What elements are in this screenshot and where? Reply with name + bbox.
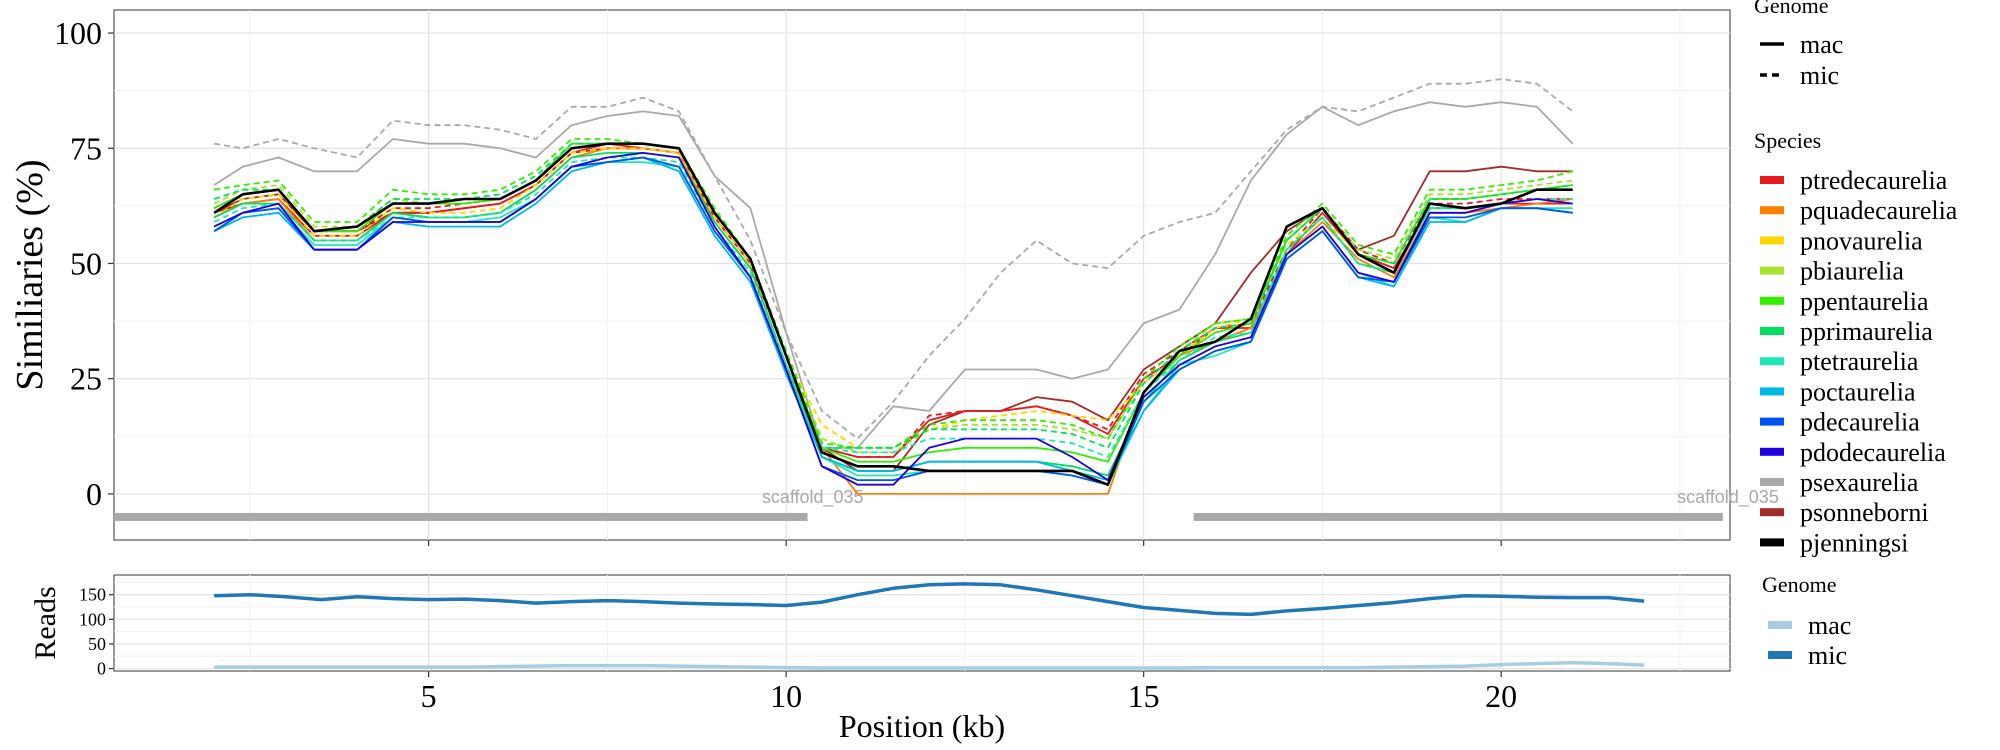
reads-legend-title: Genome <box>1762 572 1837 597</box>
legend-label-pquadecaurelia: pquadecaurelia <box>1800 196 1958 225</box>
legend-label-poctaurelia: poctaurelia <box>1800 377 1916 406</box>
scaffold-label: scaffold_035 <box>762 487 864 508</box>
series-line-pnovaurelia-mic <box>213 147 1573 449</box>
similarity-panel-border <box>113 9 1731 541</box>
legend-swatch-psexaurelia <box>1760 478 1784 486</box>
reads-line-mac <box>214 660 1645 670</box>
y-tick-label: 0 <box>86 476 102 512</box>
y-tick-label: 75 <box>70 130 102 166</box>
legend-mac-label: mac <box>1800 30 1843 59</box>
series-line-ppentaurelia-mic <box>213 138 1573 449</box>
scaffold-bar <box>1193 512 1723 521</box>
legend-label-pjenningsi: pjenningsi <box>1800 528 1908 557</box>
reads-legend-label-mac: mac <box>1808 611 1851 640</box>
series-line-pjenningsi-mac <box>213 142 1573 486</box>
scaffold-bar <box>114 512 808 521</box>
reads-panel-border <box>113 574 1731 672</box>
reads-panel: 0 50 100 150 5 10 15 20 Reads Position (kb) <box>29 574 1731 744</box>
legend-swatch-pnovaurelia <box>1760 236 1784 245</box>
legend-swatch-pquadecaurelia <box>1760 206 1784 215</box>
legend-label-pdecaurelia: pdecaurelia <box>1800 408 1920 437</box>
legend-swatch-poctaurelia <box>1760 387 1784 396</box>
x-tick-label: 5 <box>421 678 437 714</box>
legend-swatch-psonneborni <box>1760 508 1784 517</box>
x-tick-label: 15 <box>1128 678 1160 714</box>
legend-label-ptetraurelia: ptetraurelia <box>1800 347 1919 376</box>
legend-mic-label: mic <box>1800 61 1839 90</box>
series-line-pdodecaurelia-mac <box>213 152 1573 486</box>
legend-swatch-ptredecaurelia <box>1760 176 1784 184</box>
y-tick-label: 100 <box>79 609 106 629</box>
similarity-axis-ticks: 0 25 50 75 100 <box>54 15 1502 546</box>
legend-label-ptredecaurelia: ptredecaurelia <box>1800 166 1948 195</box>
legend-label-psexaurelia: psexaurelia <box>1800 468 1919 497</box>
legend-swatch-pprimaurelia <box>1760 327 1784 335</box>
x-tick-label: 10 <box>770 678 802 714</box>
genome-legend-top-title: Genome <box>1754 0 1829 18</box>
series-line-psexaurelia-mic <box>213 78 1574 440</box>
scaffold-label: scaffold_035 <box>1677 487 1779 508</box>
similarity-panel: 0 25 50 75 100 scaffold_035 scaffold_035 Simi… <box>9 9 1779 546</box>
y-tick-label: 150 <box>79 585 106 605</box>
y-tick-label: 0 <box>97 659 106 679</box>
legend-label-psonneborni: psonneborni <box>1800 498 1929 527</box>
legend-label-pprimaurelia: pprimaurelia <box>1800 317 1933 346</box>
series-line-ptredecaurelia-mic <box>213 142 1573 458</box>
species-legend: Species ptredecaureliapquadecaureliapnov… <box>1754 128 1958 557</box>
legend-swatch-ptetraurelia <box>1760 357 1784 366</box>
reads-legend-swatch-mac <box>1768 621 1792 629</box>
legend-label-ppentaurelia: ppentaurelia <box>1800 287 1929 316</box>
similarity-y-axis-label: Similiaries (%) <box>9 159 51 390</box>
reads-axis-ticks: 0 50 100 150 5 10 15 20 <box>79 585 1517 714</box>
series-line-ptetraurelia-mic <box>213 156 1573 458</box>
legend-swatch-ppentaurelia <box>1760 296 1784 305</box>
y-tick-label: 25 <box>70 361 102 397</box>
similarity-gridlines <box>114 10 1730 540</box>
species-legend-title: Species <box>1754 128 1821 153</box>
legend-label-pdodecaurelia: pdodecaurelia <box>1800 438 1946 467</box>
x-tick-label: 20 <box>1485 678 1517 714</box>
legend-label-pnovaurelia: pnovaurelia <box>1800 226 1923 255</box>
series-line-psexaurelia-mac <box>213 101 1574 449</box>
legend-label-pbiaurelia: pbiaurelia <box>1800 257 1904 286</box>
reads-legend-label-mic: mic <box>1808 641 1847 670</box>
genome-legend-top: Genome mac mic <box>1754 0 1843 90</box>
legend-swatch-pdecaurelia <box>1760 417 1784 426</box>
reads-legend-swatch-mic <box>1768 651 1792 659</box>
y-tick-label: 50 <box>88 634 106 654</box>
similarity-series <box>213 78 1574 495</box>
legend-swatch-pdodecaurelia <box>1760 447 1784 456</box>
scaffold-bars: scaffold_035 scaffold_035 <box>114 487 1779 521</box>
y-tick-label: 100 <box>54 15 102 51</box>
reads-y-axis-label: Reads <box>29 586 62 659</box>
y-tick-label: 50 <box>70 245 102 281</box>
legend-swatch-pbiaurelia <box>1760 266 1784 275</box>
reads-line-mic <box>214 582 1645 617</box>
legend-swatch-pjenningsi <box>1760 538 1784 547</box>
x-axis-label: Position (kb) <box>839 708 1005 744</box>
reads-series <box>214 582 1645 670</box>
